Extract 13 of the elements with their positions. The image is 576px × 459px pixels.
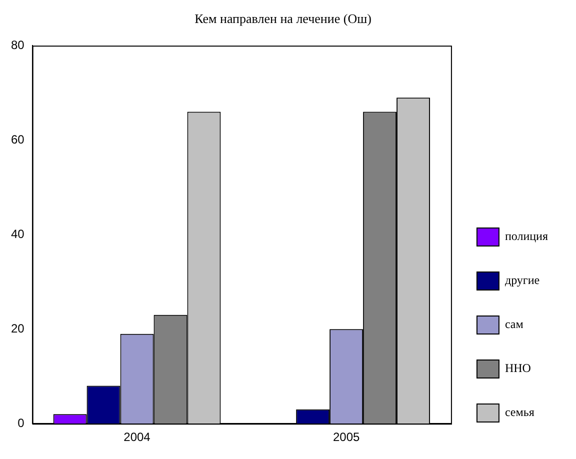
chart-title: Кем направлен на лечение (Ош) — [194, 11, 372, 26]
y-tick-label: 0 — [18, 416, 25, 430]
y-tick-label: 20 — [10, 321, 25, 336]
legend-label: ННО — [504, 361, 532, 376]
legend-label: другие — [504, 273, 540, 288]
legend-label: полиция — [504, 229, 548, 244]
legend-label: семья — [504, 405, 535, 420]
y-tick-label: 60 — [10, 132, 25, 146]
legend-label: сам — [504, 317, 524, 332]
y-tick-label: 80 — [10, 38, 25, 52]
y-tick-label: 40 — [10, 226, 25, 241]
x-tick-label: 2004 — [124, 430, 151, 444]
x-tick-label: 2005 — [332, 430, 360, 444]
